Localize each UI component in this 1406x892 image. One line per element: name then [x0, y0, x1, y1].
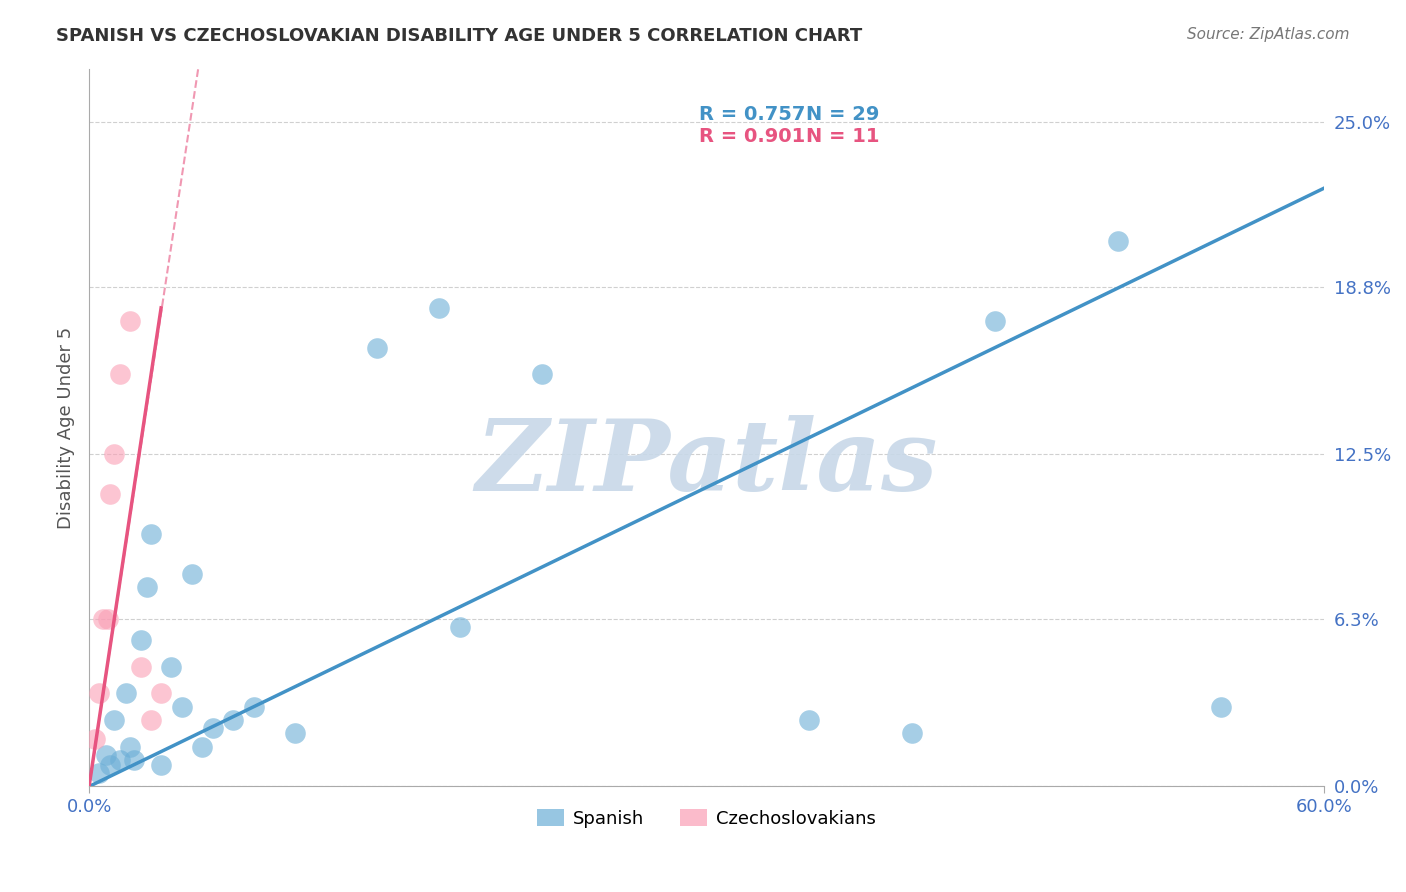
Spanish	[170, 699, 193, 714]
Spanish	[799, 713, 821, 727]
Spanish	[103, 713, 125, 727]
Czechoslovakians	[103, 447, 125, 461]
Spanish	[983, 314, 1005, 328]
Spanish	[160, 660, 183, 674]
Spanish	[284, 726, 307, 740]
Spanish	[1211, 699, 1233, 714]
Text: SPANISH VS CZECHOSLOVAKIAN DISABILITY AGE UNDER 5 CORRELATION CHART: SPANISH VS CZECHOSLOVAKIAN DISABILITY AG…	[56, 27, 862, 45]
Text: N = 29: N = 29	[806, 105, 879, 124]
Spanish	[201, 721, 224, 735]
Legend: Spanish, Czechoslovakians: Spanish, Czechoslovakians	[530, 802, 883, 835]
Spanish	[108, 753, 131, 767]
Spanish	[366, 341, 388, 355]
Spanish	[139, 527, 162, 541]
Spanish	[135, 580, 157, 594]
Czechoslovakians	[139, 713, 162, 727]
Spanish	[150, 758, 173, 772]
Czechoslovakians	[98, 487, 121, 501]
Spanish	[98, 758, 121, 772]
Czechoslovakians	[97, 612, 120, 626]
Spanish	[449, 620, 471, 634]
Spanish	[901, 726, 924, 740]
Spanish	[124, 753, 146, 767]
Spanish	[94, 747, 117, 762]
Spanish	[1107, 235, 1129, 249]
Text: R = 0.901: R = 0.901	[699, 127, 806, 145]
Spanish	[129, 633, 152, 648]
Text: N = 11: N = 11	[806, 127, 879, 145]
Czechoslovakians	[93, 612, 115, 626]
Text: Source: ZipAtlas.com: Source: ZipAtlas.com	[1187, 27, 1350, 42]
Spanish	[530, 368, 553, 382]
Czechoslovakians	[108, 368, 131, 382]
Spanish	[222, 713, 245, 727]
Spanish	[427, 301, 450, 315]
Spanish	[242, 699, 264, 714]
Czechoslovakians	[84, 731, 107, 746]
Czechoslovakians	[120, 314, 142, 328]
Y-axis label: Disability Age Under 5: Disability Age Under 5	[58, 326, 75, 529]
Text: R = 0.757: R = 0.757	[699, 105, 806, 124]
Text: ZIPatlas: ZIPatlas	[475, 415, 938, 512]
Czechoslovakians	[89, 686, 111, 700]
Spanish	[191, 739, 214, 754]
Czechoslovakians	[150, 686, 173, 700]
Spanish	[89, 766, 111, 780]
Spanish	[115, 686, 138, 700]
Spanish	[120, 739, 142, 754]
Spanish	[181, 566, 204, 581]
Czechoslovakians	[129, 660, 152, 674]
